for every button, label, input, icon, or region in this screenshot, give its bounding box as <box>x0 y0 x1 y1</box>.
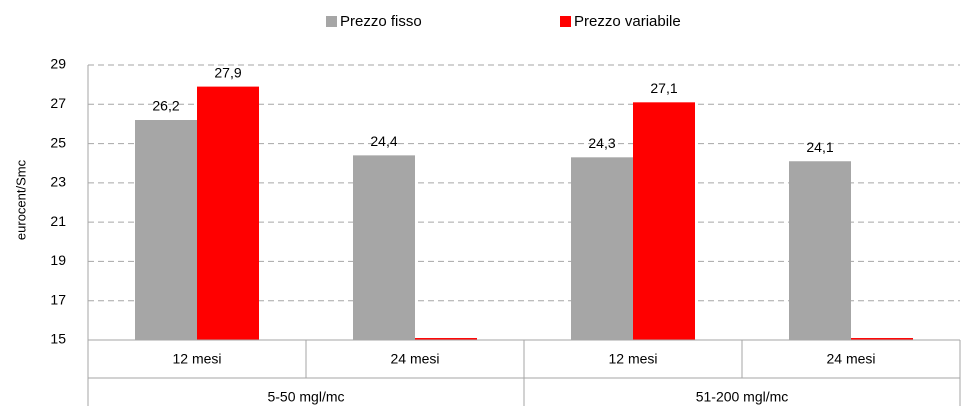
legend-label: Prezzo variabile <box>574 13 681 30</box>
x-group-label: 51-200 mgl/mc <box>696 389 789 405</box>
y-tick-label: 29 <box>50 56 66 72</box>
y-tick-label: 25 <box>50 134 66 150</box>
data-label: 24,4 <box>370 133 397 149</box>
bar <box>633 102 695 340</box>
x-tick-label: 12 mesi <box>608 351 657 367</box>
y-tick-label: 15 <box>50 331 66 347</box>
data-label: 24,1 <box>806 139 833 155</box>
data-label: 26,2 <box>152 98 179 114</box>
y-tick-label: 23 <box>50 174 66 190</box>
x-group-label: 5-50 mgl/mc <box>267 389 344 405</box>
data-label: 27,9 <box>214 64 241 80</box>
data-label: 27,1 <box>650 80 677 96</box>
bar <box>415 338 477 340</box>
bar <box>135 120 197 340</box>
x-tick-label: 24 mesi <box>826 351 875 367</box>
y-tick-label: 21 <box>50 213 66 229</box>
legend-swatch <box>560 16 571 27</box>
y-tick-label: 19 <box>50 252 66 268</box>
legend-swatch <box>326 16 337 27</box>
bar <box>789 161 851 340</box>
x-tick-label: 12 mesi <box>172 351 221 367</box>
legend-label: Prezzo fisso <box>340 13 422 30</box>
data-label: 24,3 <box>588 135 615 151</box>
bar <box>571 157 633 340</box>
y-tick-label: 17 <box>50 291 66 307</box>
y-axis-label: eurocent/Smc <box>13 159 28 240</box>
y-tick-label: 27 <box>50 95 66 111</box>
bar <box>851 338 913 340</box>
x-tick-label: 24 mesi <box>390 351 439 367</box>
bar <box>197 86 259 340</box>
bar <box>353 155 415 340</box>
